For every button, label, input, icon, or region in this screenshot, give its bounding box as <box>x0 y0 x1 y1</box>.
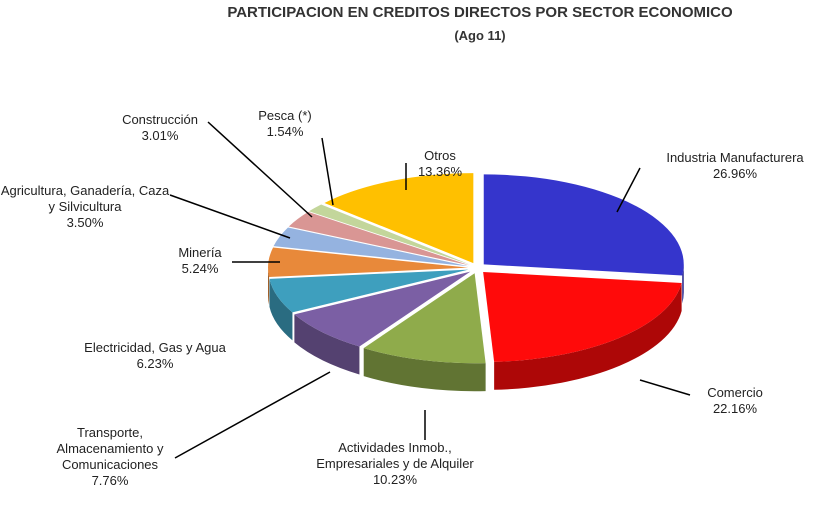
slice-name: Electricidad, Gas y Agua <box>84 340 226 355</box>
slice-label: Otros 13.36% <box>390 148 490 180</box>
slice-label: Minería 5.24% <box>155 245 245 277</box>
slice-value-label: 1.54% <box>266 124 304 139</box>
chart-title: PARTICIPACION EN CREDITOS DIRECTOS POR S… <box>227 4 733 21</box>
slice-name: Pesca (*) <box>258 108 312 123</box>
leader-line <box>321 137 334 206</box>
chart-subtitle: (Ago 11) <box>454 28 506 43</box>
slice-label: Comercio 22.16% <box>665 385 805 417</box>
slice-top <box>363 273 486 364</box>
leader-line <box>207 121 313 218</box>
slice-top <box>324 173 474 264</box>
slice-side <box>682 264 684 304</box>
slice-label: Industria Manufacturera 26.96% <box>645 150 822 182</box>
leader-line <box>169 194 291 239</box>
leader-line <box>616 167 641 213</box>
slice-side <box>294 314 360 375</box>
slice-label: Agricultura, Ganadería, Caza y Silvicult… <box>0 183 170 231</box>
slice-top <box>483 271 682 362</box>
slice-value-label: 7.76% <box>91 473 129 488</box>
slice <box>363 273 486 392</box>
slice-top <box>483 174 684 276</box>
slice <box>288 211 470 266</box>
slice <box>273 227 469 267</box>
slice-name: Transporte, Almacenamiento y Comunicacio… <box>56 425 164 472</box>
slice-top <box>269 269 469 313</box>
slice-name: Otros <box>424 148 456 163</box>
slice-label: Construcción 3.01% <box>100 112 220 144</box>
slice-name: Minería <box>178 245 222 260</box>
slice-label: Pesca (*) 1.54% <box>240 108 330 140</box>
slice <box>268 247 469 306</box>
slice-top <box>294 271 471 347</box>
slice-name: Industria Manufacturera <box>666 150 804 165</box>
slice-value-label: 3.50% <box>66 215 104 230</box>
slice-top <box>268 247 469 278</box>
slice-value-label: 22.16% <box>712 401 758 416</box>
slice <box>308 204 471 265</box>
slice-value-label: 6.23% <box>136 356 174 371</box>
slice <box>483 174 684 304</box>
slice-side <box>494 283 682 390</box>
slice-name: Construcción <box>122 112 198 127</box>
slice-label: Actividades Inmob., Empresariales y de A… <box>295 440 495 488</box>
slice-value-label: 3.01% <box>141 128 179 143</box>
slice-top <box>308 204 471 265</box>
slice-side <box>268 267 270 306</box>
slice-label: Transporte, Almacenamiento y Comunicacio… <box>40 425 180 489</box>
slice-side <box>269 278 293 341</box>
slice-label: Electricidad, Gas y Agua 6.23% <box>80 340 230 372</box>
slice-top <box>288 211 470 266</box>
slice-value-label: 5.24% <box>181 261 219 276</box>
slice-name: Agricultura, Ganadería, Caza y Silvicult… <box>0 183 170 214</box>
slice <box>483 271 682 390</box>
slice-side <box>363 348 486 392</box>
slice <box>324 173 474 264</box>
slice-top <box>273 227 469 267</box>
slice <box>294 271 471 375</box>
slice-value-label: 13.36% <box>417 164 463 179</box>
slice-value-label: 26.96% <box>712 166 758 181</box>
leader-line <box>639 379 691 396</box>
slice <box>269 269 469 341</box>
leader-line <box>174 371 331 459</box>
slice-name: Actividades Inmob., Empresariales y de A… <box>316 440 474 471</box>
slice-name: Comercio <box>707 385 763 400</box>
slice-value-label: 10.23% <box>372 472 418 487</box>
